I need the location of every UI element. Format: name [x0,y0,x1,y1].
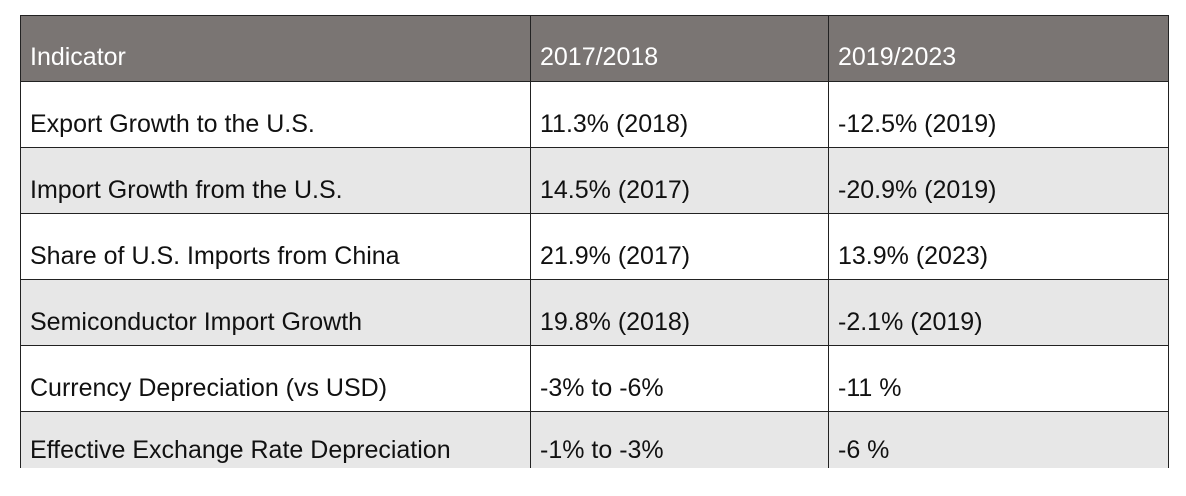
table-header: Indicator 2017/2018 2019/2023 [20,15,1169,82]
table-body: Export Growth to the U.S. 11.3% (2018) -… [20,81,1169,468]
row-2017-2018-cell: 11.3% (2018) [530,81,829,148]
row-indicator-cell: Semiconductor Import Growth [20,279,531,346]
indicator-table-container: Indicator 2017/2018 2019/2023 Export Gro… [20,15,1169,468]
row-indicator-cell: Import Growth from the U.S. [20,147,531,214]
header-indicator: Indicator [20,15,531,82]
row-indicator-cell: Currency Depreciation (vs USD) [20,345,531,412]
row-2019-2023-cell: -11 % [828,345,1169,412]
table-row: Currency Depreciation (vs USD) -3% to -6… [20,345,1169,412]
table-row: Semiconductor Import Growth 19.8% (2018)… [20,279,1169,346]
row-2017-2018-cell: -1% to -3% [530,411,829,468]
row-2017-2018-cell: 21.9% (2017) [530,213,829,280]
table-row: Share of U.S. Imports from China 21.9% (… [20,213,1169,280]
row-2019-2023-cell: 13.9% (2023) [828,213,1169,280]
row-2017-2018-cell: 14.5% (2017) [530,147,829,214]
row-indicator-cell: Share of U.S. Imports from China [20,213,531,280]
table-row: Export Growth to the U.S. 11.3% (2018) -… [20,81,1169,148]
header-2019-2023: 2019/2023 [828,15,1169,82]
header-2017-2018: 2017/2018 [530,15,829,82]
header-row: Indicator 2017/2018 2019/2023 [20,15,1169,82]
row-indicator-cell: Export Growth to the U.S. [20,81,531,148]
row-2017-2018-cell: 19.8% (2018) [530,279,829,346]
indicator-table: Indicator 2017/2018 2019/2023 Export Gro… [20,15,1169,468]
row-2019-2023-cell: -2.1% (2019) [828,279,1169,346]
row-2019-2023-cell: -6 % [828,411,1169,468]
row-2017-2018-cell: -3% to -6% [530,345,829,412]
row-indicator-cell: Effective Exchange Rate Depreciation [20,411,531,468]
table-row: Effective Exchange Rate Depreciation -1%… [20,411,1169,468]
table-row: Import Growth from the U.S. 14.5% (2017)… [20,147,1169,214]
row-2019-2023-cell: -12.5% (2019) [828,81,1169,148]
row-2019-2023-cell: -20.9% (2019) [828,147,1169,214]
